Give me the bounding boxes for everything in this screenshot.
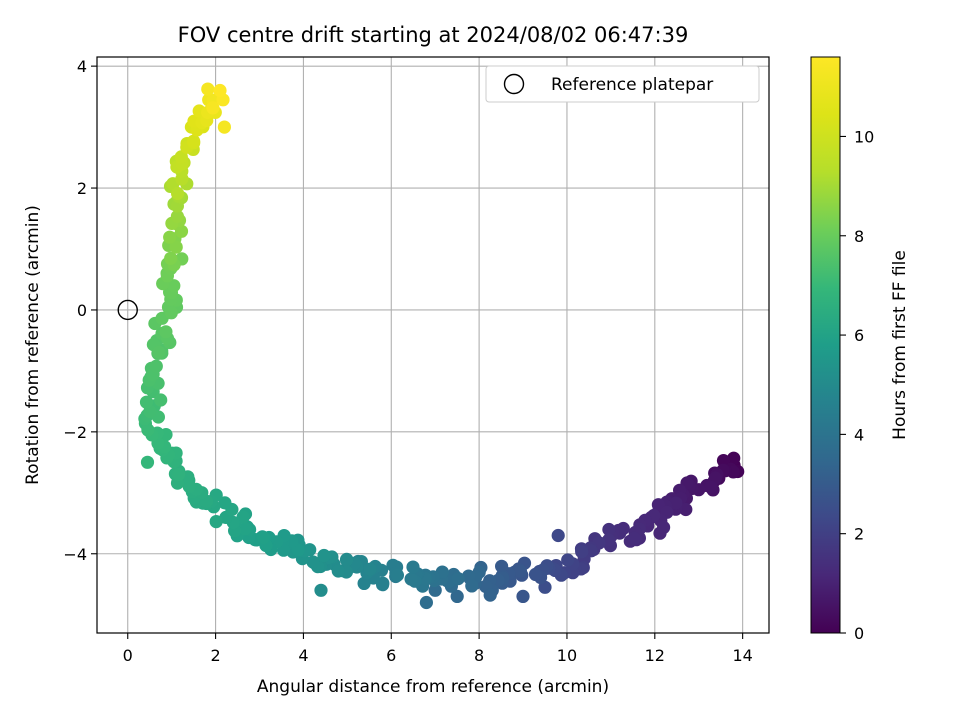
y-tick-label: 4 [77,57,87,76]
x-tick-label: 10 [557,646,577,665]
data-point [163,230,177,244]
data-point [167,279,181,293]
data-point [450,589,464,604]
colorbar-label: Hours from first FF file [890,250,910,440]
data-point [390,568,404,582]
data-point [404,572,418,586]
data-point [561,553,575,567]
reference-platepar-marker [117,299,138,321]
data-point [669,496,683,510]
y-axis-label: Rotation from reference (arcmin) [23,205,43,485]
y-tick-label: 2 [77,179,87,198]
plot-frame [96,56,770,634]
colorbar-tick-label: 8 [854,227,864,246]
data-point [704,480,718,494]
data-point [154,393,168,407]
data-point [406,560,420,574]
colorbar-ticks: 0 2 4 6 8 10 [840,127,874,643]
data-point [627,531,641,545]
data-point [451,572,465,586]
colorbar: 0 2 4 6 8 10 Hours from first FF file [810,56,910,643]
data-point [651,498,666,512]
data-point [201,82,215,96]
data-point [140,455,155,469]
legend-marker [503,73,525,95]
colorbar-gradient [810,56,841,634]
data-point [206,101,220,115]
data-point [495,559,509,573]
data-point [187,134,201,148]
colorbar-tick-label: 10 [854,127,874,146]
y-tick-label: −4 [63,545,87,564]
data-point [538,580,552,594]
x-tick-label: 12 [645,646,665,665]
data-point [331,564,345,578]
data-point [679,502,693,517]
data-point [575,545,589,559]
x-axis-ticks: 0 2 4 6 8 10 12 14 [123,633,753,665]
data-point [149,359,163,373]
legend-entry: Reference platepar [551,75,713,95]
data-point [602,522,616,537]
data-point [291,543,305,557]
data-point [727,451,741,465]
y-axis-ticks: −4 −2 0 2 4 [63,57,97,564]
data-point [256,530,270,545]
x-tick-label: 6 [386,646,396,665]
x-tick-label: 2 [210,646,220,665]
data-point [317,548,331,563]
data-point [238,522,252,536]
data-point [218,496,232,510]
data-point [169,240,183,254]
y-tick-label: −2 [63,423,87,442]
data-point [152,345,166,359]
legend-box [485,65,760,103]
scatter-points [138,82,745,610]
data-point [209,515,223,529]
data-point [170,209,184,223]
x-tick-label: 14 [732,646,752,665]
data-point [164,251,178,265]
data-point [314,583,328,597]
chart-title: FOV centre drift starting at 2024/08/02 … [178,23,689,47]
x-tick-label: 4 [298,646,308,665]
data-point [213,83,227,98]
legend: Reference platepar [485,65,760,103]
data-point [419,595,433,610]
data-point [551,528,565,543]
colorbar-tick-label: 6 [854,326,864,345]
data-point [141,423,155,437]
colorbar-tick-label: 4 [854,425,864,444]
data-point [159,325,173,339]
data-point [528,567,543,582]
data-point [217,120,231,134]
data-point [171,186,185,201]
data-point [483,588,497,602]
data-point [363,562,377,576]
data-point [428,583,442,597]
data-point [357,576,371,591]
data-point [657,520,671,535]
data-point [139,395,154,409]
grid-lines [97,57,769,633]
data-point [339,553,354,567]
data-point [174,150,188,164]
y-tick-label: 0 [77,301,87,320]
x-tick-label: 8 [474,646,484,665]
x-axis-label: Angular distance from reference (arcmin) [257,677,609,697]
data-point [306,555,320,569]
colorbar-tick-label: 0 [854,624,864,643]
data-point [513,564,528,578]
data-point [465,579,479,593]
data-point [236,510,250,524]
data-point [516,589,530,604]
data-point [172,467,186,481]
data-point [164,306,178,320]
colorbar-tick-label: 2 [854,525,864,544]
x-tick-label: 0 [123,646,133,665]
